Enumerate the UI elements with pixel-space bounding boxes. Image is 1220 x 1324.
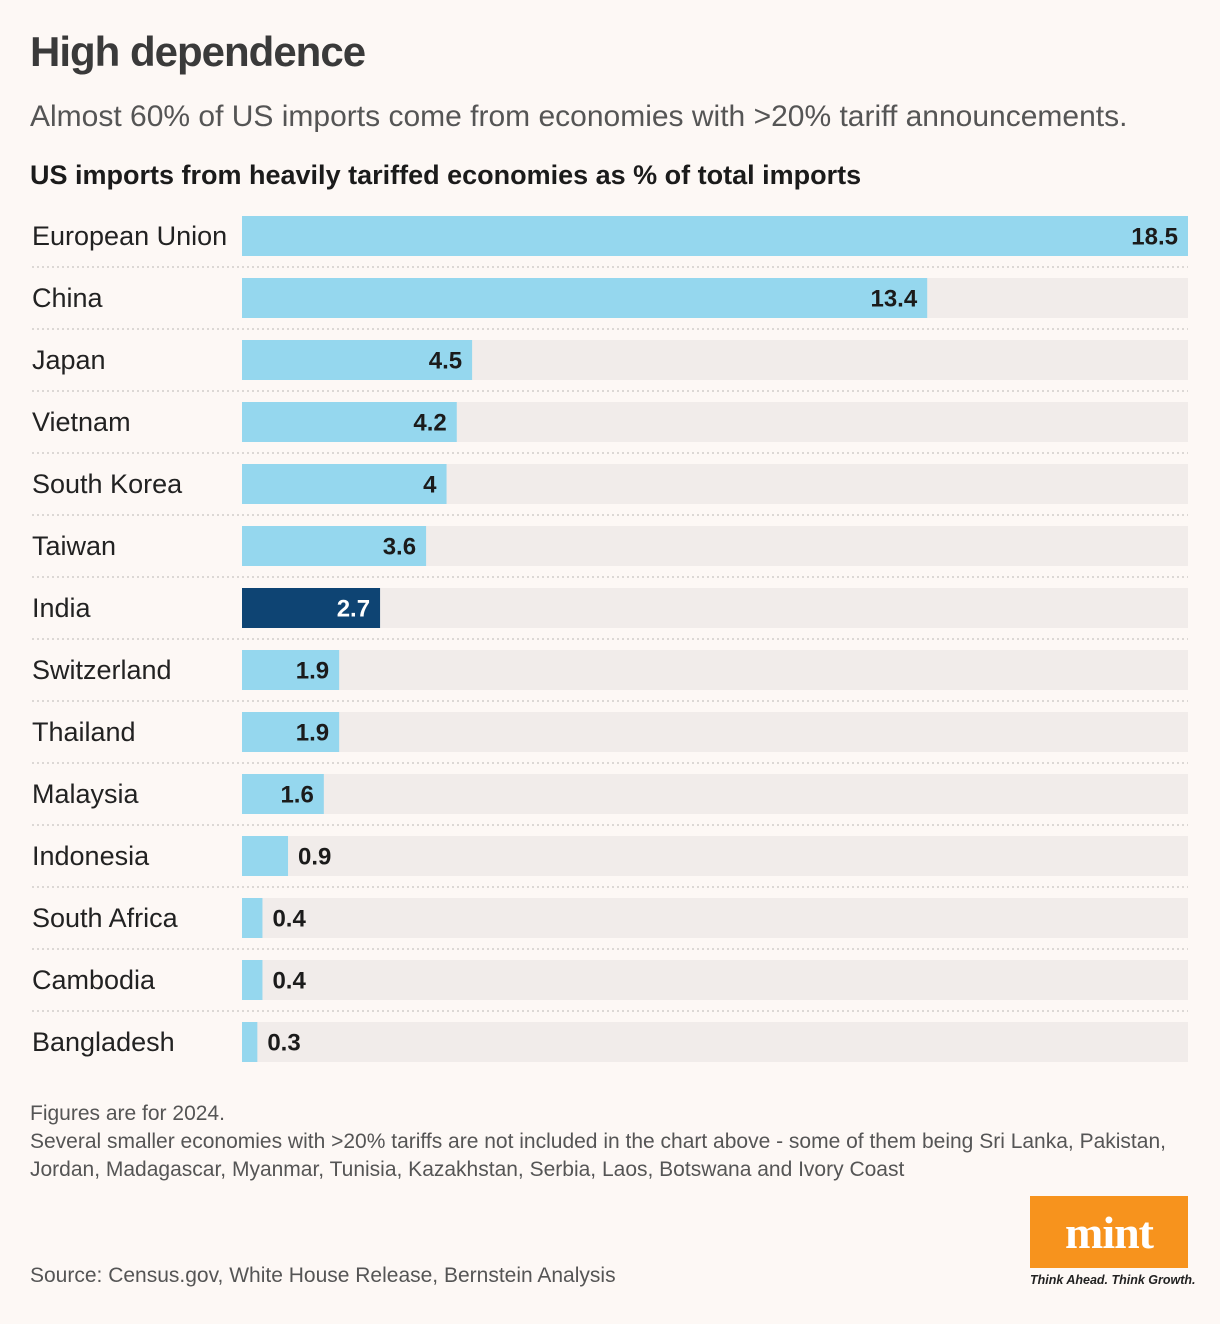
chart-subtitle: Almost 60% of US imports come from econo…: [30, 100, 1128, 133]
value-label-china: 13.4: [870, 286, 917, 313]
category-label-japan: Japan: [32, 345, 106, 375]
value-label-vietnam: 4.2: [413, 410, 446, 437]
category-label-vietnam: Vietnam: [32, 407, 131, 437]
category-label-south-korea: South Korea: [32, 469, 183, 499]
bar-vietnam: [242, 402, 457, 442]
value-label-switzerland: 1.9: [296, 658, 329, 685]
category-label-switzerland: Switzerland: [32, 655, 172, 685]
bar-indonesia: [242, 836, 289, 876]
value-label-india: 2.7: [337, 596, 370, 623]
value-label-bangladesh: 0.3: [267, 1030, 300, 1057]
chart-heading: US imports from heavily tariffed economi…: [30, 160, 862, 190]
bar-japan: [242, 340, 473, 380]
bar-chart: European Union 18.5 China 13.4 Japan 4.5 Vietn…: [32, 216, 1188, 1062]
value-label-south-africa: 0.4: [272, 906, 306, 933]
bar-malaysia: [242, 774, 324, 814]
category-label-malaysia: Malaysia: [32, 779, 140, 809]
value-label-thailand: 1.9: [296, 720, 329, 747]
value-label-japan: 4.5: [429, 348, 462, 375]
category-label-thailand: Thailand: [32, 717, 136, 747]
chart-notes: Figures are for 2024. Several smaller ec…: [30, 1100, 1180, 1184]
bar-track-switzerland: [242, 650, 1188, 690]
mint-tagline: Think Ahead. Think Growth.: [1030, 1273, 1196, 1287]
bar-taiwan: [242, 526, 427, 566]
value-label-malaysia: 1.6: [280, 782, 313, 809]
note-excluded-economies: Several smaller economies with >20% tari…: [30, 1130, 1166, 1181]
bar-switzerland: [242, 650, 340, 690]
bar-track-malaysia: [242, 774, 1188, 814]
value-label-cambodia: 0.4: [272, 968, 306, 995]
bar-south-africa: [242, 898, 263, 938]
bar-india: [242, 588, 381, 628]
value-label-european-union: 18.5: [1131, 224, 1178, 251]
bar-track-indonesia: [242, 836, 1188, 876]
note-figures-year: Figures are for 2024.: [30, 1102, 225, 1125]
category-label-india: India: [32, 593, 92, 623]
category-label-china: China: [32, 283, 104, 313]
category-label-indonesia: Indonesia: [32, 841, 150, 871]
value-label-south-korea: 4: [423, 472, 437, 499]
bar-track-india: [242, 588, 1188, 628]
bar-bangladesh: [242, 1022, 258, 1062]
bar-track-thailand: [242, 712, 1188, 752]
category-label-bangladesh: Bangladesh: [32, 1027, 175, 1057]
bar-cambodia: [242, 960, 263, 1000]
bar-south-korea: [242, 464, 447, 504]
category-label-cambodia: Cambodia: [32, 965, 156, 995]
bar-track-south-africa: [242, 898, 1188, 938]
bar-track-cambodia: [242, 960, 1188, 1000]
chart-title: High dependence: [30, 28, 366, 75]
category-label-south-africa: South Africa: [32, 903, 179, 933]
bar-track-bangladesh: [242, 1022, 1188, 1062]
bar-thailand: [242, 712, 340, 752]
category-label-european-union: European Union: [32, 221, 227, 251]
bar-european-union: [242, 216, 1188, 256]
value-label-indonesia: 0.9: [298, 844, 331, 871]
category-label-taiwan: Taiwan: [32, 531, 116, 561]
value-label-taiwan: 3.6: [383, 534, 416, 561]
mint-logo: mint: [1030, 1196, 1188, 1268]
source-credit: Source: Census.gov, White House Release,…: [30, 1264, 616, 1287]
bar-china: [242, 278, 928, 318]
